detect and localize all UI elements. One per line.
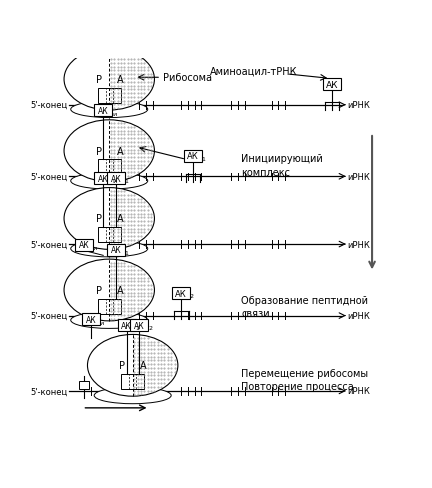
Text: АК: АК	[79, 241, 89, 250]
FancyBboxPatch shape	[94, 173, 112, 185]
Text: АК: АК	[111, 245, 121, 255]
Text: АК: АК	[121, 321, 132, 330]
Text: P: P	[95, 75, 102, 85]
Text: и: и	[99, 320, 104, 325]
Text: Образование пептидной
связи: Образование пептидной связи	[241, 295, 368, 318]
Text: 5'-конец: 5'-конец	[30, 311, 67, 321]
Bar	[98, 160, 121, 175]
FancyBboxPatch shape	[107, 173, 125, 185]
Bar	[98, 299, 121, 314]
Text: и: и	[112, 179, 116, 184]
Text: иРНК: иРНК	[347, 101, 370, 110]
Ellipse shape	[71, 173, 148, 190]
Text: 1: 1	[125, 250, 128, 255]
Text: P: P	[119, 361, 125, 370]
Text: 5'-конец: 5'-конец	[30, 240, 67, 249]
Text: АК: АК	[98, 174, 108, 183]
Ellipse shape	[71, 241, 148, 257]
Ellipse shape	[64, 260, 155, 321]
FancyBboxPatch shape	[82, 314, 100, 325]
Text: 1: 1	[202, 157, 206, 162]
Ellipse shape	[64, 49, 155, 111]
Bar	[98, 227, 121, 243]
Text: P: P	[95, 214, 102, 224]
Text: 2: 2	[148, 325, 152, 330]
Text: P: P	[95, 146, 102, 156]
Text: Аминоацил-тРНК: Аминоацил-тРНК	[210, 67, 297, 77]
FancyBboxPatch shape	[75, 239, 93, 251]
FancyBboxPatch shape	[107, 244, 125, 256]
Text: АК: АК	[326, 81, 338, 89]
Text: A: A	[117, 214, 123, 224]
Ellipse shape	[94, 387, 171, 404]
Text: Перемещение рибосомы
Повторение процесса: Перемещение рибосомы Повторение процесса	[241, 368, 368, 391]
Text: A: A	[117, 75, 123, 85]
Bar	[79, 381, 89, 389]
Text: 1: 1	[125, 179, 128, 184]
Text: A: A	[140, 361, 147, 370]
Text: Инициирующий
комплекс: Инициирующий комплекс	[241, 154, 323, 177]
Ellipse shape	[64, 188, 155, 250]
Text: 1: 1	[135, 325, 139, 330]
FancyBboxPatch shape	[172, 287, 190, 300]
Text: АК: АК	[86, 315, 96, 324]
Text: иРНК: иРНК	[347, 311, 370, 321]
Ellipse shape	[87, 335, 178, 396]
Text: АК: АК	[111, 174, 121, 183]
FancyBboxPatch shape	[130, 319, 149, 331]
Text: и: и	[112, 111, 116, 117]
FancyBboxPatch shape	[94, 105, 112, 117]
Text: 5'-конец: 5'-конец	[30, 101, 67, 110]
Text: АК: АК	[175, 289, 187, 298]
Text: АК: АК	[134, 321, 145, 330]
Text: 5'-конец: 5'-конец	[30, 386, 67, 396]
Text: P: P	[95, 285, 102, 295]
Text: A: A	[117, 146, 123, 156]
Ellipse shape	[71, 312, 148, 329]
Text: 5'-конец: 5'-конец	[30, 172, 67, 182]
Text: АК: АК	[98, 107, 108, 116]
Text: иРНК: иРНК	[347, 240, 370, 249]
Text: A: A	[117, 285, 123, 295]
Text: иРНК: иРНК	[347, 172, 370, 182]
Ellipse shape	[71, 102, 148, 118]
Bar	[98, 89, 121, 103]
Text: иРНК: иРНК	[347, 386, 370, 396]
FancyBboxPatch shape	[184, 150, 202, 163]
FancyBboxPatch shape	[323, 79, 341, 91]
FancyBboxPatch shape	[118, 319, 136, 331]
Ellipse shape	[64, 121, 155, 182]
Text: 2: 2	[190, 294, 194, 299]
Text: АК: АК	[187, 152, 199, 161]
Bar	[121, 374, 144, 389]
Text: Рибосома: Рибосома	[163, 73, 212, 83]
Text: и: и	[93, 245, 97, 250]
